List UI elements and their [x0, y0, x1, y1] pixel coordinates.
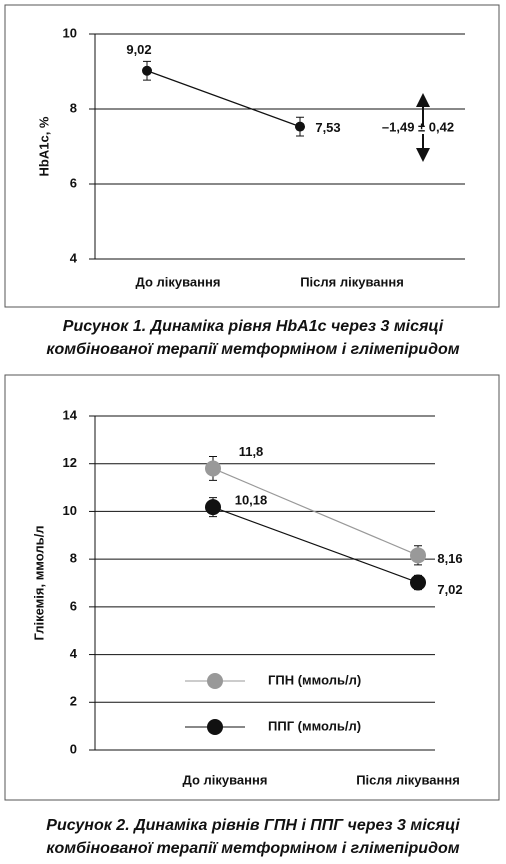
- caption: Рисунок 2. Динаміка рівнів ГПН і ППГ чер…: [46, 817, 460, 834]
- x-tick-label: До лікування: [136, 274, 221, 289]
- x-tick-label: До лікування: [183, 772, 268, 787]
- frame: [4, 374, 500, 801]
- caption: комбінованої терапії метформіном і гліме…: [46, 840, 459, 857]
- line: [212, 467, 419, 556]
- marker: [410, 574, 426, 591]
- y-tick-label: 4: [70, 250, 78, 265]
- annotation: –1,49 ± 0,42: [382, 119, 454, 134]
- legend-marker: [207, 719, 223, 735]
- y-tick-label: 10: [63, 25, 77, 40]
- y-tick-label: 6: [70, 598, 77, 613]
- frame: [4, 4, 500, 308]
- x-tick-label: Після лікування: [356, 772, 460, 787]
- marker: [295, 121, 305, 132]
- value-label: 7,53: [315, 120, 340, 135]
- value-label: 9,02: [126, 42, 151, 57]
- y-tick-label: 0: [70, 741, 77, 756]
- value-label: 10,18: [235, 493, 268, 508]
- marker: [142, 65, 152, 76]
- y-axis-label: HbA1c, %: [36, 116, 51, 176]
- y-tick-label: 10: [63, 503, 77, 518]
- caption: Рисунок 1. Динаміка рівня HbA1c через 3 …: [63, 318, 444, 335]
- y-tick-label: 4: [70, 646, 78, 661]
- legend-label: ГПН (ммоль/л): [268, 672, 361, 687]
- marker: [410, 547, 426, 564]
- x-tick-label: Після лікування: [300, 274, 404, 289]
- line: [146, 70, 301, 128]
- y-tick-label: 12: [63, 455, 77, 470]
- marker: [205, 460, 221, 477]
- value-label: 7,02: [437, 582, 462, 597]
- value-label: 8,16: [437, 551, 462, 566]
- y-tick-label: 6: [70, 175, 77, 190]
- y-tick-label: 8: [70, 100, 77, 115]
- y-tick-label: 2: [70, 694, 77, 709]
- y-axis-label: Глікемія, ммоль/л: [31, 526, 46, 641]
- y-tick-label: 14: [63, 407, 78, 422]
- legend-marker: [207, 673, 223, 689]
- line: [212, 506, 419, 584]
- caption: комбінованої терапії метформіном і гліме…: [46, 341, 459, 358]
- legend-label: ППГ (ммоль/л): [268, 718, 361, 733]
- value-label: 11,8: [239, 444, 264, 459]
- marker: [205, 499, 221, 516]
- y-tick-label: 8: [70, 551, 77, 566]
